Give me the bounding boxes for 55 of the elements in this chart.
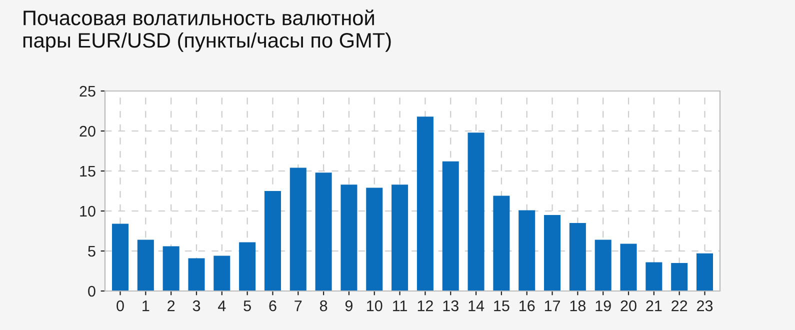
x-tick-label: 16	[520, 300, 535, 312]
bar	[468, 132, 484, 291]
bar	[671, 263, 688, 291]
chart-title: Почасовая волатильность валютной пары EUR/USD (пункты/часы по GMT)	[23, 10, 391, 52]
x-tick-label: 3	[192, 300, 200, 312]
x-tick-label: 2	[168, 300, 175, 312]
bar	[544, 215, 561, 291]
x-tick-label: 11	[393, 300, 407, 312]
x-tick-label: 7	[294, 300, 302, 312]
bar	[620, 244, 637, 291]
x-tick-label: 8	[320, 300, 328, 312]
bar	[696, 253, 714, 291]
x-tick-label: 6	[269, 300, 276, 312]
bar	[366, 188, 383, 291]
bar	[315, 172, 332, 291]
bar	[416, 116, 434, 291]
x-tick-label: 15	[494, 300, 510, 312]
bar	[340, 184, 358, 291]
bar	[569, 223, 586, 291]
x-tick-label: 1	[142, 300, 150, 312]
bar	[162, 246, 180, 291]
x-tick-label: 9	[345, 300, 352, 312]
y-tick-label: 15	[80, 166, 96, 177]
bar	[214, 256, 230, 291]
x-tick-label: 4	[218, 300, 226, 312]
y-tick-label: 10	[80, 206, 96, 217]
x-tick-label: 23	[697, 300, 713, 312]
x-tick-label: 5	[244, 300, 251, 312]
x-tick-label: 13	[443, 300, 458, 312]
x-tick-label: 19	[596, 300, 611, 312]
bar	[392, 184, 408, 291]
y-tick-label: 5	[88, 246, 96, 257]
bar	[290, 168, 306, 291]
x-tick-label: 21	[646, 300, 662, 312]
x-tick-label: 22	[672, 300, 688, 312]
bar	[493, 196, 510, 291]
y-tick-label: 20	[80, 126, 96, 137]
bar	[594, 240, 612, 291]
x-tick-label: 0	[116, 300, 124, 312]
x-tick-label: 17	[544, 300, 560, 312]
bar	[442, 161, 459, 291]
y-tick-label: 25	[80, 86, 96, 97]
x-tick-label: 12	[418, 300, 433, 312]
bar	[264, 191, 281, 291]
x-tick-label: 14	[468, 300, 484, 312]
bar	[646, 262, 662, 291]
x-tick-label: 20	[620, 300, 636, 312]
y-tick-label: 0	[88, 286, 96, 297]
x-tick-label: 10	[367, 300, 382, 312]
bar	[112, 224, 129, 291]
bar	[137, 240, 154, 291]
bar	[188, 258, 205, 291]
bar	[239, 242, 256, 291]
bar	[518, 210, 536, 291]
x-tick-label: 18	[570, 300, 586, 312]
